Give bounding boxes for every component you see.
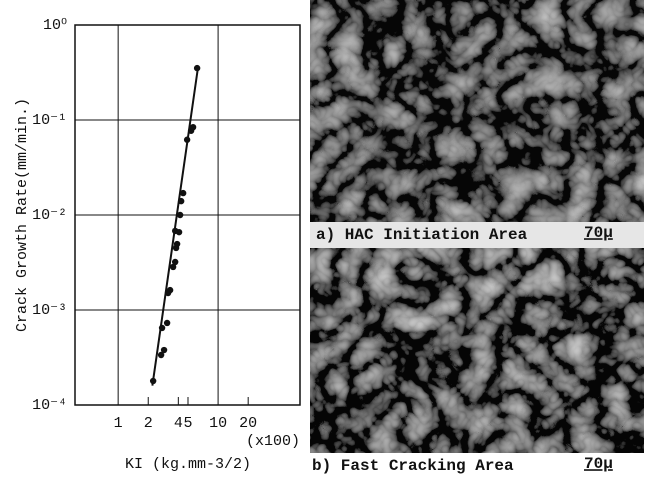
micrograph-a-texture — [310, 0, 644, 222]
x-tick-label: 2 — [144, 415, 153, 432]
data-point — [171, 258, 179, 266]
x-tick-label: 4 — [174, 415, 183, 432]
y-axis-label: Crack Growth Rate(mm/min.) — [14, 98, 31, 332]
x-tick-label: 5 — [184, 415, 193, 432]
y-tick-label: 10⁻² — [32, 207, 67, 224]
data-point — [149, 377, 157, 385]
data-point — [175, 228, 183, 236]
data-point — [177, 197, 185, 205]
data-point — [176, 211, 184, 219]
x-multiplier: (x100) — [246, 433, 300, 450]
panel-caption: b) Fast Cracking Area — [312, 457, 514, 475]
x-tick-label: 10 — [209, 415, 227, 432]
x-tick-label: 1 — [114, 415, 123, 432]
data-point — [179, 189, 187, 197]
x-axis-label: KI (kg.mm-3/2) — [125, 456, 251, 473]
y-tick-label: 10⁻³ — [32, 302, 67, 319]
data-point — [157, 351, 165, 359]
data-point — [163, 319, 171, 327]
x-tick-label: 20 — [239, 415, 257, 432]
data-point — [189, 123, 197, 131]
caption-band-a — [310, 222, 644, 248]
data-point — [193, 64, 201, 72]
scale-label: 70μ — [584, 455, 613, 473]
y-tick-label: 10⁻¹ — [32, 112, 67, 129]
y-tick-label: 10⁻⁴ — [32, 397, 67, 414]
fit-line — [151, 67, 200, 386]
data-point — [166, 286, 174, 294]
data-point — [158, 324, 166, 332]
micrograph-b-texture — [310, 248, 644, 453]
scale-label: 70μ — [584, 224, 613, 242]
y-tick-label: 10⁰ — [43, 17, 67, 34]
data-point — [160, 346, 168, 354]
data-point — [169, 263, 177, 271]
panel-caption: a) HAC Initiation Area — [316, 226, 528, 244]
data-point — [183, 136, 191, 143]
data-point — [173, 240, 181, 248]
